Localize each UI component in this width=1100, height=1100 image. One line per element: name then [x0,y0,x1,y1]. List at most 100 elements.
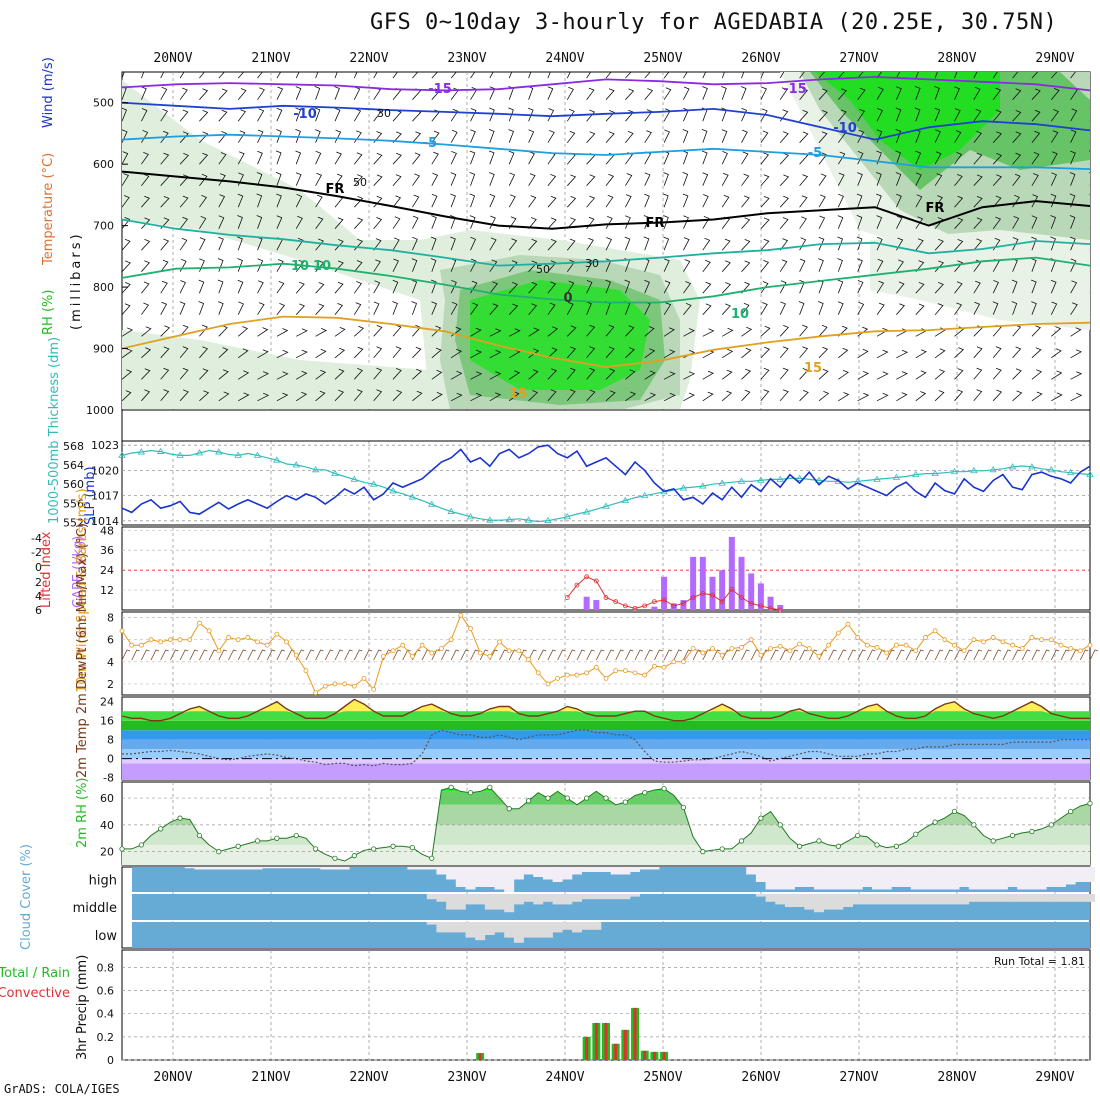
wind-barb [315,194,323,208]
cloud-bar [891,867,902,887]
isotherm-line [122,170,1090,230]
wind-barb [412,194,420,208]
wind-barb [799,195,808,208]
wind-barb [1011,279,1018,294]
wind-barb [373,238,382,251]
wind-barb [760,130,769,143]
wind-barb [1070,349,1083,359]
li-tick-label: 6 [35,604,42,617]
wind-barb [1031,391,1043,402]
wind-barb [586,72,592,79]
wind-barb [508,72,513,79]
wind-barb [353,174,363,186]
wind-barb [431,215,437,229]
cloud-bar [813,894,824,913]
cloud-bar [523,867,534,875]
cloud-bar [755,894,766,897]
wind-barb [315,150,322,165]
surface-wind-barb [199,649,208,661]
top-date-label: 29NOV [1035,51,1074,66]
wind-barb [122,327,134,337]
wind-barb [915,303,925,315]
wind-barb [179,324,189,337]
wind-barb [1031,194,1039,208]
wind-barb [760,325,771,337]
cape-tick-label: 24 [100,564,114,577]
wind-barb [315,303,325,315]
wind-barb [141,130,149,143]
wind-barb [721,129,728,143]
cloud-layer-label: middle [73,901,117,916]
wind-barb [1031,72,1039,79]
wind-barb [160,86,168,100]
wind-barb [625,347,635,359]
wind-barb [721,390,733,402]
wind-speed-point [1058,642,1064,648]
wind-barb [547,72,551,79]
upper-footer-frame [121,409,1091,442]
wind-barb [683,86,690,100]
cloud-bar [862,867,873,887]
wind-barb [353,152,363,165]
wind-barb [257,392,270,402]
surface-wind-barb [450,649,460,661]
wind-barb [295,129,301,143]
wind-barb [392,258,399,272]
wind-barb [315,390,326,402]
cloud-bar [465,922,476,938]
wind-speed-point [342,681,348,687]
wind-barb [857,72,864,79]
surface-wind-barb [1002,649,1012,661]
wind-barb [353,108,362,122]
rh-point [545,795,551,801]
wind-barb [450,151,457,165]
contour-label: FR [646,216,665,231]
wind-barb [353,281,363,294]
wind-barb [779,301,786,315]
contour-label: 10 [291,259,309,274]
thickness-point [737,477,746,484]
rh-point [312,846,319,852]
wind-barb [721,348,734,359]
wind-barb [431,151,439,165]
wind-barb [1050,236,1056,251]
surface-wind-barb [963,649,973,661]
wind-barb [586,216,595,229]
wind-barb [1031,130,1041,143]
lifted-index-point [652,599,657,605]
precip-tick-label: 0.2 [97,1031,115,1044]
lifted-index-point [661,597,667,603]
wind-speed-point [526,657,531,662]
wind-barb [837,236,844,251]
wind-speed-point [1087,642,1093,648]
wind-barb [702,172,709,186]
cape-bar [583,596,590,610]
wind-barb [856,215,863,229]
wind-barb [528,129,535,143]
wind-barb [528,151,535,165]
li-tick-label: -4 [31,532,42,545]
rh-point [390,843,396,849]
wind-barb [508,370,521,380]
wind-barb [895,107,902,122]
wind-barb [373,346,383,359]
rh-tick-label: 60 [100,792,114,805]
bottom-date-label: 22NOV [349,1070,388,1085]
wind-barb [683,215,689,229]
cloud-bar [794,867,805,887]
rh-point [177,815,183,821]
wind-barb [605,324,615,337]
wind-barb [1012,390,1023,402]
wind-barb [741,302,750,315]
wind-speed-point [1000,639,1006,645]
precip-convective-bar [662,1051,666,1060]
wind-speed-point [235,637,241,643]
cloud-bar [910,867,921,890]
wind-barb [199,216,207,229]
wind-barb [605,346,615,359]
rh-point [932,819,938,825]
bottom-date-label: 27NOV [839,1070,878,1085]
wind-barb [741,217,751,229]
wind-speed-point [555,676,560,681]
cloud-bar [513,922,524,943]
